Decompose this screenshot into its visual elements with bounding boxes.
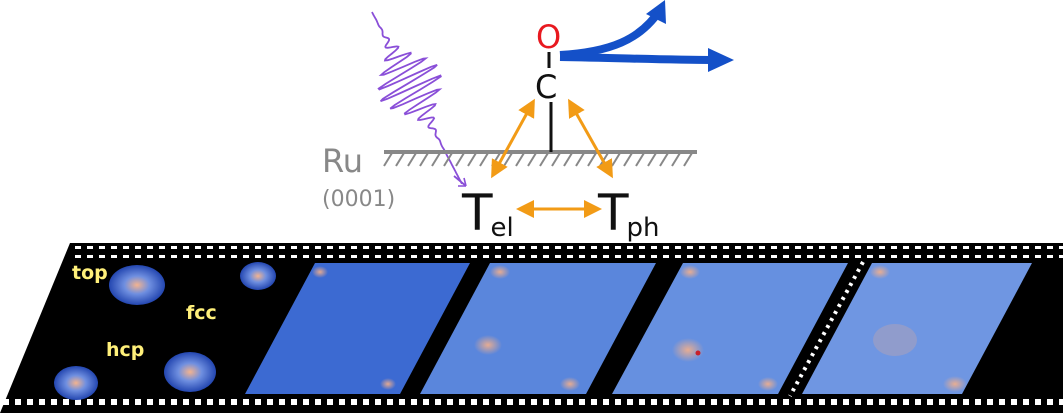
electron-temperature-symbol: T bbox=[461, 184, 493, 242]
surface-hatch-mark bbox=[479, 152, 489, 167]
film-frame-4 bbox=[612, 263, 848, 394]
surface-hatch-mark bbox=[671, 152, 681, 167]
surface-hatch-mark bbox=[623, 152, 633, 167]
surface-hatch-mark bbox=[551, 152, 561, 167]
surface-hatch-mark bbox=[683, 152, 693, 167]
surface-hatch-mark bbox=[659, 152, 669, 167]
film-frame-site-map: top fcc hcp bbox=[54, 262, 276, 400]
desorption-arrow-icon bbox=[559, 0, 734, 72]
adsorption-schematic: Ru (0001) O C Tel Tph bbox=[322, 0, 734, 243]
ru-surface bbox=[383, 150, 697, 167]
surface-hatch-mark bbox=[383, 152, 393, 167]
bottom-sprocket-row bbox=[0, 396, 1063, 408]
laser-pulse-icon bbox=[371, 11, 467, 187]
surface-hatch-mark bbox=[635, 152, 645, 167]
film-frame-3 bbox=[420, 263, 656, 394]
coupling-arrow-icon bbox=[491, 98, 613, 218]
site-label-fcc: fcc bbox=[186, 302, 217, 324]
surface-hatch-mark bbox=[515, 152, 525, 167]
surface-label: Ru bbox=[322, 142, 363, 180]
electron-temperature-label: Tel bbox=[461, 184, 514, 243]
surface-hatch-mark bbox=[455, 152, 465, 167]
surface-hatch-mark bbox=[407, 152, 417, 167]
surface-hatch-mark bbox=[587, 152, 597, 167]
oxygen-atom: O bbox=[536, 18, 561, 56]
film-frame-2 bbox=[245, 263, 470, 394]
surface-hatch-mark bbox=[395, 152, 405, 167]
electron-temperature-subscript: el bbox=[491, 213, 514, 243]
surface-hatch-mark bbox=[563, 152, 573, 167]
co-molecule: O C bbox=[535, 18, 561, 152]
phonon-temperature-symbol: T bbox=[597, 184, 629, 242]
site-label-top: top bbox=[72, 262, 108, 284]
surface-hatch-mark bbox=[647, 152, 657, 167]
surface-hatch-mark bbox=[431, 152, 441, 167]
surface-hatch-mark bbox=[575, 152, 585, 167]
surface-hatch-mark bbox=[611, 152, 621, 167]
phonon-temperature-subscript: ph bbox=[627, 213, 660, 243]
top-sprocket-row bbox=[70, 246, 1063, 258]
phonon-temperature-label: Tph bbox=[597, 184, 660, 243]
film-splice-line bbox=[788, 261, 865, 397]
surface-facet-label: (0001) bbox=[322, 187, 395, 212]
film-strip-icon: top fcc hcp bbox=[0, 243, 1063, 413]
surface-hatch-mark bbox=[467, 152, 477, 167]
site-label-hcp: hcp bbox=[106, 339, 144, 361]
film-frame-5 bbox=[802, 263, 1032, 394]
surface-hatch-mark bbox=[527, 152, 537, 167]
carbon-atom: C bbox=[535, 68, 557, 106]
surface-hatch-mark bbox=[443, 152, 453, 167]
surface-hatch-mark bbox=[419, 152, 429, 167]
surface-hatch-mark bbox=[539, 152, 549, 167]
